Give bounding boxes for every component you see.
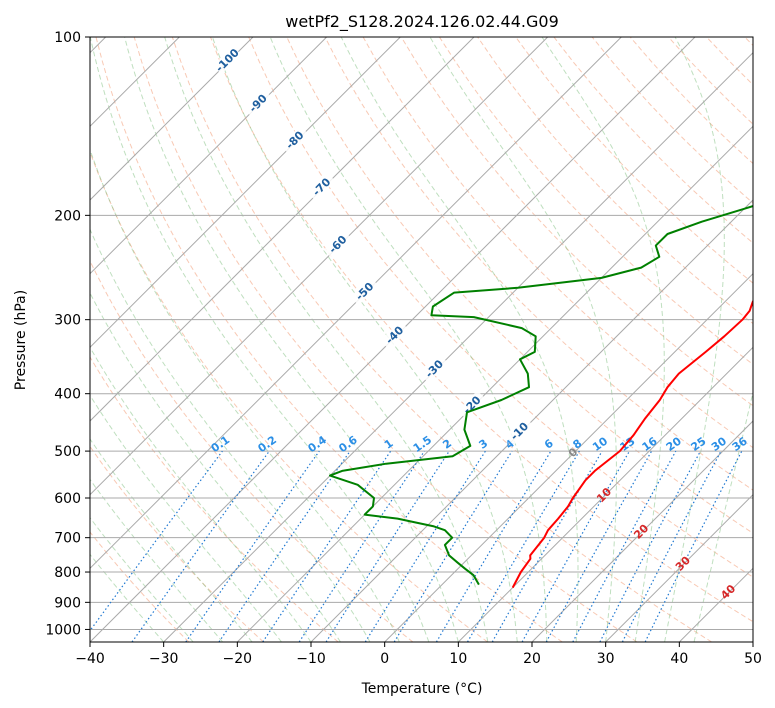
mixing-ratio-line	[325, 450, 450, 642]
isotherm-line	[236, 125, 753, 642]
x-tick-label: −20	[223, 651, 253, 667]
moist-adiabat-line	[90, 37, 430, 642]
y-tick-label: 500	[54, 444, 81, 460]
label-backdrop	[380, 320, 409, 350]
dry-adiabat-line	[90, 356, 339, 642]
label-backdrop	[505, 416, 534, 446]
moist-adiabat-line	[90, 148, 400, 642]
isotherm-line	[384, 272, 753, 642]
x-tick-label: −10	[296, 651, 326, 667]
label-backdrop	[419, 354, 449, 383]
isotherm-line	[90, 37, 549, 496]
dry-adiabat-line	[90, 531, 190, 642]
y-tick-label: 100	[54, 30, 81, 46]
moist-adiabat-line	[90, 292, 341, 642]
mixing-ratio-line	[262, 450, 392, 642]
dry-adiabat-line	[90, 445, 264, 642]
plot-grid	[90, 37, 753, 642]
x-tick-label: 10	[449, 651, 467, 667]
label-backdrop	[243, 88, 272, 118]
x-tick-label: 40	[670, 651, 688, 667]
profile-series	[329, 204, 753, 589]
mixing-ratio-line	[218, 450, 351, 642]
mixing-ratio-line	[131, 450, 270, 642]
dry-adiabat-line	[171, 37, 712, 642]
x-tick-label: 30	[597, 651, 615, 667]
dry-adiabat-line	[95, 37, 563, 642]
y-tick-label: 800	[54, 565, 81, 581]
dry-adiabat-line	[324, 37, 753, 491]
y-tick-label: 700	[54, 531, 81, 547]
moist-adiabat-line	[429, 37, 617, 642]
mixing-ratio-line	[185, 450, 320, 642]
temperature-profile	[511, 299, 753, 589]
moist-adiabat-line	[90, 478, 223, 642]
y-axis: 100 200 300 400 500 600 700 800 900 1000	[45, 30, 90, 638]
moist-adiabat-line	[693, 390, 753, 642]
isotherm-line	[90, 37, 622, 570]
y-tick-label: 900	[54, 595, 81, 611]
isotherm-line	[90, 37, 254, 201]
moist-adiabat-line	[124, 37, 459, 642]
isotherm-line	[90, 37, 475, 422]
isotherm-line	[531, 420, 753, 642]
x-axis: −40 −30 −20 −10 0 10 20 30 40 50	[75, 642, 762, 667]
moist-adiabat-line	[90, 228, 371, 642]
dry-adiabat-line	[90, 150, 488, 642]
dewpoint-profile	[329, 204, 753, 586]
y-tick-label: 1000	[45, 622, 81, 638]
x-tick-label: 50	[744, 651, 762, 667]
y-tick-label: 400	[54, 387, 81, 403]
label-backdrop	[457, 390, 486, 419]
dry-adiabat-line	[133, 37, 638, 642]
mixing-ratio-line	[545, 450, 653, 642]
mixing-ratio-line	[298, 450, 425, 642]
label-backdrop	[212, 45, 242, 75]
mixing-ratio-line	[572, 450, 677, 642]
moist-adiabat-line	[164, 37, 489, 642]
moist-adiabat-line	[664, 37, 725, 642]
x-tick-label: 0	[380, 651, 389, 667]
chart-title: wetPf2_S128.2024.126.02.44.G09	[285, 12, 559, 32]
plot-frame	[89, 36, 754, 643]
dry-adiabat-line	[438, 37, 753, 366]
moist-adiabat-line	[340, 37, 579, 642]
dry-adiabat-line	[400, 37, 753, 407]
dry-adiabat-line	[210, 37, 753, 623]
mixing-ratio-line	[521, 450, 631, 642]
x-tick-label: 20	[523, 651, 541, 667]
moist-adiabat-line	[90, 438, 253, 642]
y-tick-label: 300	[54, 313, 81, 329]
mixing-ratio-line	[644, 450, 743, 642]
isotherm-line	[457, 346, 753, 642]
dry-adiabat-line	[515, 37, 753, 284]
x-tick-label: −40	[75, 651, 105, 667]
isotherm-line	[90, 37, 328, 275]
y-tick-label: 600	[54, 491, 81, 507]
moist-adiabat-line	[211, 37, 518, 642]
isotherm-line	[605, 493, 753, 642]
isotherm-line	[310, 199, 753, 642]
x-tick-label: −30	[149, 651, 179, 667]
label-backdrop	[323, 230, 352, 259]
label-backdrop	[280, 125, 309, 155]
mixing-ratio-line	[393, 450, 513, 642]
mixing-ratio-line	[90, 450, 223, 632]
y-tick-label: 200	[54, 208, 81, 224]
moist-adiabat-line	[90, 394, 282, 642]
label-backdrop	[350, 277, 379, 306]
x-axis-label: Temperature (°C)	[361, 681, 483, 697]
label-backdrop	[307, 172, 336, 201]
y-axis-label: Pressure (hPa)	[13, 290, 29, 390]
dry-adiabat-line	[248, 37, 753, 578]
isotherm-line	[163, 51, 753, 642]
